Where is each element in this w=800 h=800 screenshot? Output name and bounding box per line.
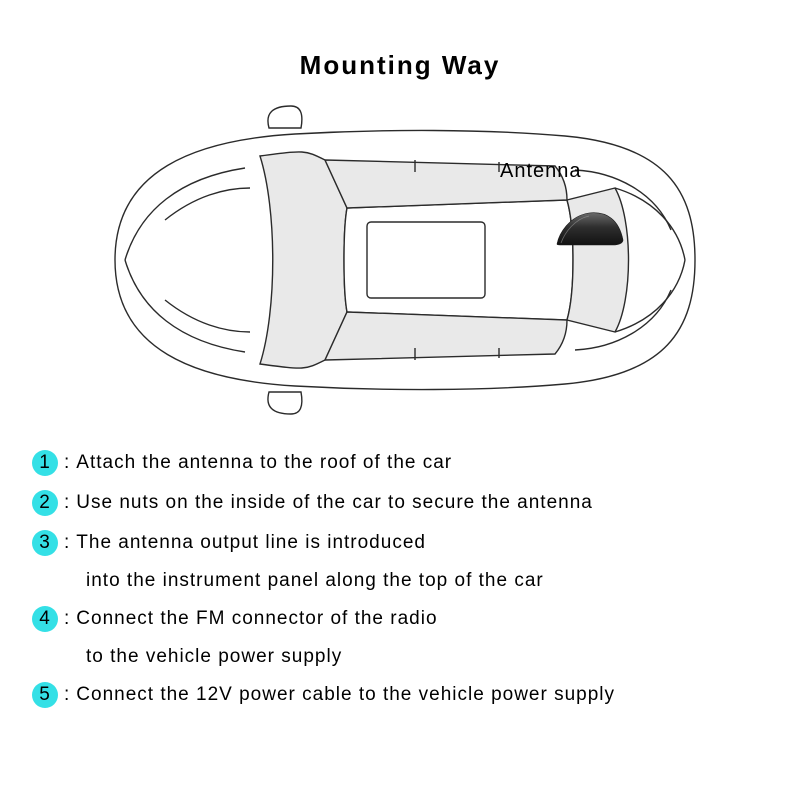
step-text: Use nuts on the inside of the car to sec… [76, 492, 593, 514]
step-number-badge: 3 [32, 530, 58, 556]
step-text: The antenna output line is introduced [76, 532, 426, 554]
antenna-shark-fin-icon [555, 210, 625, 246]
car-top-view-icon [55, 100, 745, 420]
step-text: Attach the antenna to the roof of the ca… [76, 452, 452, 474]
step-colon: : [64, 608, 70, 630]
step-text: to the vehicle power supply [86, 646, 342, 668]
step-number-badge: 5 [32, 682, 58, 708]
car-diagram [55, 100, 745, 420]
step-colon: : [64, 684, 70, 706]
antenna-label: Antenna [500, 160, 582, 183]
step-row: 5: Connect the 12V power cable to the veh… [32, 682, 772, 708]
step-row: 4: Connect the FM connector of the radio [32, 606, 772, 632]
page-title: Mounting Way [0, 50, 800, 81]
step-colon: : [64, 532, 70, 554]
step-row: 2: Use nuts on the inside of the car to s… [32, 490, 772, 516]
step-number-badge: 2 [32, 490, 58, 516]
step-colon: : [64, 452, 70, 474]
step-text: Connect the FM connector of the radio [76, 608, 437, 630]
mounting-steps-list: 1: Attach the antenna to the roof of the … [32, 450, 772, 722]
step-number-badge: 4 [32, 606, 58, 632]
step-row-continuation: to the vehicle power supply [32, 646, 772, 668]
step-text: Connect the 12V power cable to the vehic… [76, 684, 615, 706]
step-number-badge: 1 [32, 450, 58, 476]
step-text: into the instrument panel along the top … [86, 570, 544, 592]
step-row-continuation: into the instrument panel along the top … [32, 570, 772, 592]
step-row: 1: Attach the antenna to the roof of the … [32, 450, 772, 476]
step-colon: : [64, 492, 70, 514]
step-row: 3: The antenna output line is introduced [32, 530, 772, 556]
